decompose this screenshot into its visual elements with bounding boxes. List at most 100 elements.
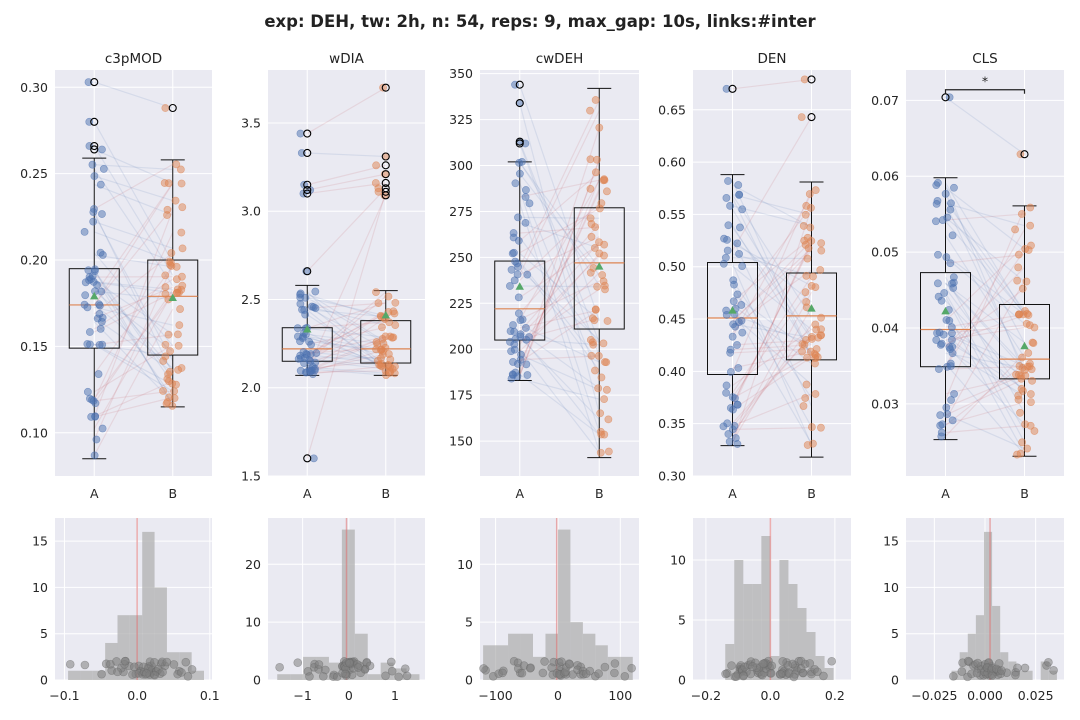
data-point	[947, 323, 956, 332]
data-point	[595, 123, 604, 132]
subject-link	[306, 195, 387, 371]
data-point	[506, 327, 515, 336]
data-point	[94, 370, 103, 378]
data-point	[816, 266, 825, 274]
data-point	[371, 179, 380, 187]
subject-link	[945, 324, 1025, 334]
data-point	[937, 428, 946, 437]
data-point	[302, 349, 311, 358]
y-tick-label: 1.5	[241, 469, 261, 484]
subject-link	[945, 209, 1025, 315]
subject-link	[731, 284, 813, 428]
subject-link	[519, 241, 600, 333]
subject-link	[93, 275, 174, 404]
data-point	[811, 186, 820, 195]
subject-link	[519, 84, 600, 322]
subject-link	[944, 235, 1026, 358]
subject-link	[307, 321, 386, 329]
x-tick-label: −0.2	[691, 688, 721, 703]
data-point	[603, 187, 611, 196]
data-point	[736, 223, 744, 232]
diff-point	[805, 659, 815, 668]
data-point	[311, 287, 320, 296]
mean-marker	[595, 262, 604, 270]
subject-link	[519, 253, 600, 345]
box-b	[147, 103, 199, 410]
subject-link	[944, 184, 1026, 375]
subject-link	[519, 222, 600, 249]
subject-link	[519, 173, 600, 276]
data-point	[587, 232, 596, 241]
data-point	[722, 381, 731, 390]
histogram-panel-5: 0 5 10 15 −0.025 0.000 0.025	[883, 518, 1064, 703]
x-tick-label: A	[515, 486, 524, 501]
subject-link	[944, 203, 1026, 370]
diff-point	[275, 662, 284, 672]
data-point	[591, 168, 600, 177]
data-point	[297, 149, 306, 157]
data-point	[178, 272, 186, 281]
subject-link	[306, 291, 387, 372]
data-point	[1013, 276, 1022, 285]
data-point	[372, 161, 381, 170]
x-tick-label: −1	[293, 688, 311, 703]
diff-point	[517, 668, 527, 678]
data-point	[734, 364, 743, 372]
subject-link	[519, 188, 600, 365]
subject-link	[306, 310, 387, 357]
subject-link	[307, 338, 386, 373]
x-tick-label: −100	[478, 688, 512, 703]
subject-link	[307, 297, 386, 317]
subject-link	[307, 327, 386, 338]
data-point	[947, 199, 955, 208]
data-point	[949, 284, 958, 292]
y-tick-label: 3.5	[241, 115, 261, 130]
y-tick-label: 0.45	[658, 312, 686, 327]
subject-link	[93, 278, 174, 330]
data-point	[1021, 245, 1030, 253]
x-tick-label: 0	[554, 688, 562, 703]
outlier-marker	[303, 180, 312, 189]
y-tick-label: 0.30	[20, 80, 48, 95]
outlier-marker	[807, 75, 816, 84]
data-point	[596, 427, 605, 436]
data-point	[801, 394, 810, 402]
subject-link	[945, 348, 1025, 397]
y-tick-label: 5	[891, 626, 899, 641]
subject-link	[519, 99, 600, 268]
data-point	[174, 341, 183, 350]
data-point	[729, 276, 738, 285]
subject-link	[732, 247, 812, 322]
data-point	[309, 454, 318, 463]
data-point	[296, 289, 305, 298]
subject-link	[945, 202, 1025, 227]
y-tick-label: 150	[449, 434, 473, 449]
subject-link	[945, 300, 1025, 382]
subject-link	[93, 344, 174, 392]
data-point	[1026, 203, 1035, 212]
data-point	[1018, 438, 1027, 447]
histogram-bar	[992, 605, 1001, 680]
data-point	[378, 323, 386, 332]
data-point	[83, 340, 92, 348]
subject-link	[519, 330, 600, 389]
data-point	[390, 369, 399, 378]
data-point	[817, 239, 826, 248]
subject-link	[732, 323, 812, 339]
subject-link	[519, 373, 600, 435]
data-point	[1030, 427, 1039, 435]
diff-point	[767, 661, 777, 671]
data-point	[178, 281, 187, 290]
subject-link	[93, 270, 174, 384]
diff-point	[758, 659, 768, 669]
data-point	[731, 322, 740, 331]
y-tick-label: 0	[40, 673, 48, 688]
subject-link	[93, 292, 174, 333]
histogram-bar	[815, 656, 825, 680]
subject-link	[94, 281, 173, 294]
subject-links	[944, 96, 1026, 455]
subject-link	[732, 239, 812, 303]
data-point	[177, 364, 186, 372]
data-point	[294, 332, 302, 341]
data-point	[390, 309, 399, 318]
